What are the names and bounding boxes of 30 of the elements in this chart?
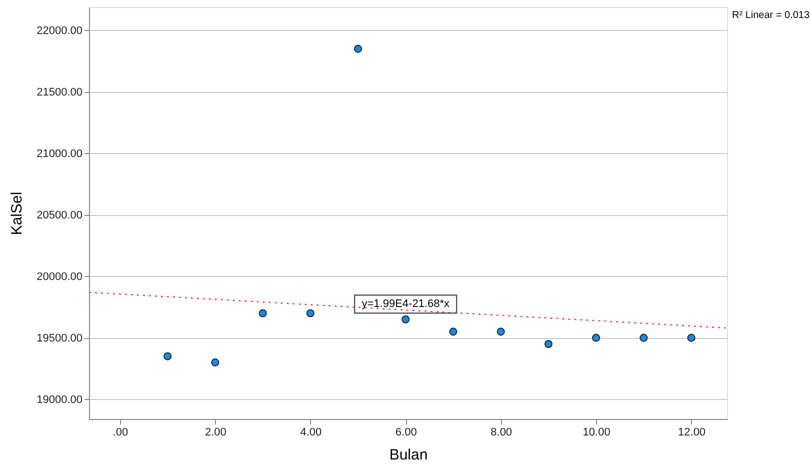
point bbox=[402, 315, 410, 324]
x-tick-label: .00 bbox=[112, 426, 128, 438]
x-tick-label: 8.00 bbox=[490, 426, 512, 438]
x-tick-label: 12.00 bbox=[678, 426, 706, 438]
point bbox=[354, 44, 362, 53]
x-tick-label: 4.00 bbox=[300, 426, 322, 438]
y-tick-label: 21500.00 bbox=[36, 86, 82, 98]
point bbox=[592, 334, 600, 342]
x-axis-title: Bulan bbox=[389, 446, 428, 464]
y-tick-label: 22000.00 bbox=[36, 24, 82, 37]
point bbox=[258, 309, 267, 318]
point bbox=[164, 352, 172, 360]
y-axis-title: KalSel bbox=[8, 192, 26, 236]
y-tick-label: 19500.00 bbox=[36, 332, 82, 344]
x-tick-label: 6.00 bbox=[395, 426, 417, 438]
point bbox=[640, 334, 648, 342]
annotation: y=1.99E4-21.68*x bbox=[362, 298, 450, 310]
y-tick-label: 19000.00 bbox=[36, 394, 82, 406]
x-tick-label: 10.00 bbox=[582, 426, 610, 438]
y-tick-label: 20500.00 bbox=[36, 209, 82, 222]
point bbox=[544, 340, 552, 348]
text: R² Linear = 0.013 bbox=[732, 10, 810, 21]
x-tick-label: 2.00 bbox=[204, 426, 226, 438]
point bbox=[211, 358, 220, 366]
point bbox=[496, 328, 505, 336]
point bbox=[687, 334, 696, 342]
y-tick-label: 20000.00 bbox=[36, 270, 82, 283]
point bbox=[449, 328, 458, 336]
point bbox=[306, 309, 314, 318]
y-tick-label: 21000.00 bbox=[36, 148, 82, 160]
